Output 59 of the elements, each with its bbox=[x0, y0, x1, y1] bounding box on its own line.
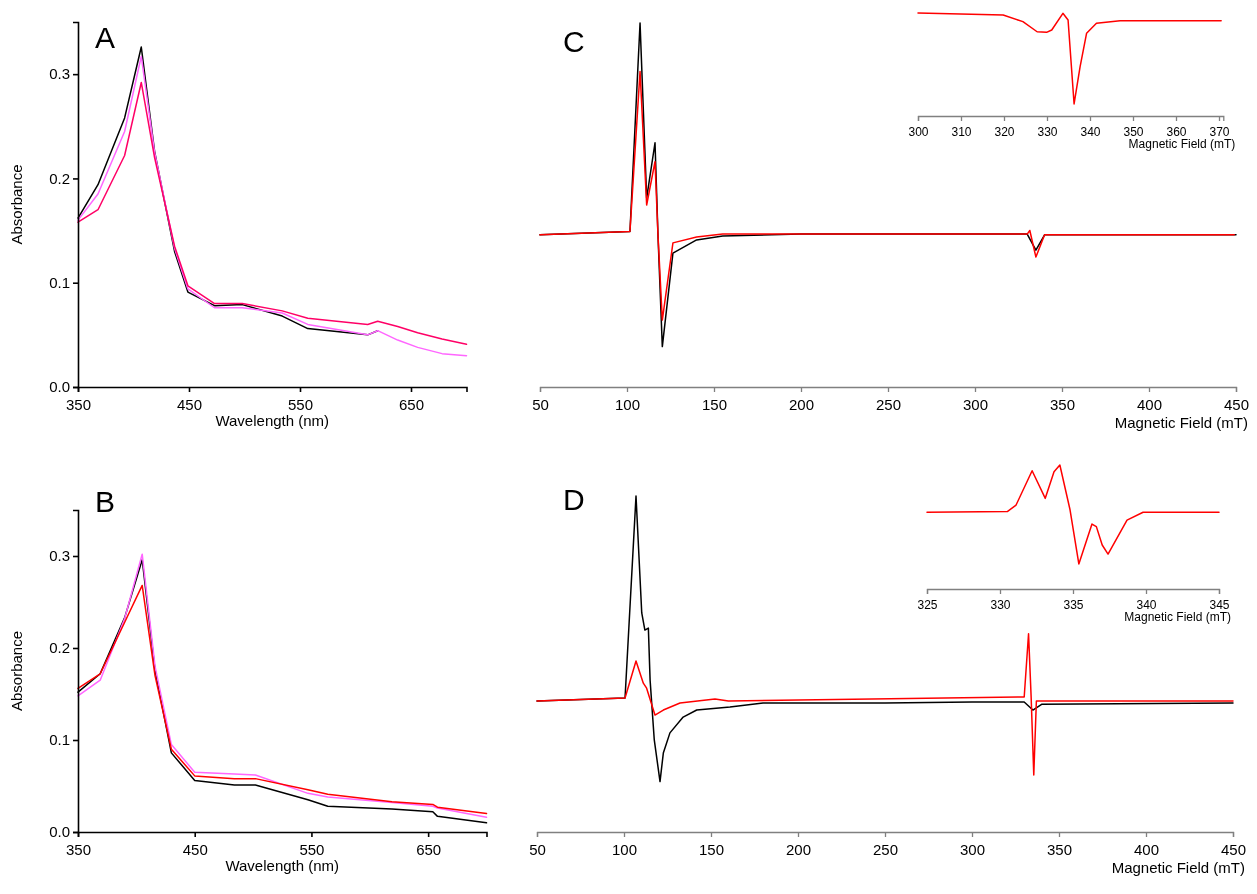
x-tick-label: 650 bbox=[416, 841, 442, 858]
x-axis-title: Magnetic Field (mT) bbox=[1128, 137, 1236, 152]
x-axis-title: Wavelength (nm) bbox=[215, 412, 330, 429]
y-axis-title: Absorbance bbox=[8, 630, 25, 712]
x-tick-label: 340 bbox=[1080, 125, 1101, 139]
chart-title: C bbox=[563, 25, 585, 58]
x-tick-label: 50 bbox=[529, 841, 546, 858]
x-tick-label: 450 bbox=[182, 841, 208, 858]
x-axis-title: Magnetic Field (mT) bbox=[1114, 413, 1248, 431]
x-tick-label: 325 bbox=[917, 598, 938, 612]
y-tick-label: 0.2 bbox=[49, 639, 70, 657]
x-tick-label: 350 bbox=[1046, 841, 1073, 858]
y-tick-label: 0.2 bbox=[49, 169, 70, 187]
y-axis-title: Absorbance bbox=[8, 164, 25, 245]
x-tick-label: 450 bbox=[176, 396, 203, 413]
x-tick-label: 250 bbox=[872, 841, 899, 858]
x-tick-label: 300 bbox=[962, 396, 989, 413]
y-tick-label: 0.0 bbox=[49, 378, 70, 396]
x-tick-label: 100 bbox=[614, 396, 641, 413]
x-tick-label: 330 bbox=[990, 598, 1011, 612]
x-tick-label: 200 bbox=[788, 396, 815, 413]
x-tick-label: 400 bbox=[1133, 841, 1160, 858]
x-tick-label: 350 bbox=[65, 841, 92, 858]
chart-title: B bbox=[95, 485, 116, 518]
x-tick-label: 400 bbox=[1136, 396, 1163, 413]
x-tick-label: 335 bbox=[1063, 598, 1084, 612]
x-tick-label: 330 bbox=[1037, 125, 1058, 139]
x-tick-label: 150 bbox=[698, 841, 725, 858]
x-axis-title: Magnetic Field (mT) bbox=[1111, 858, 1245, 876]
x-tick-label: 310 bbox=[951, 125, 972, 139]
x-tick-label: 350 bbox=[65, 396, 92, 413]
x-axis-title: Wavelength (nm) bbox=[225, 857, 340, 874]
x-tick-label: 350 bbox=[1049, 396, 1076, 413]
x-tick-label: 550 bbox=[299, 841, 325, 858]
x-tick-label: 450 bbox=[1220, 841, 1247, 858]
chart-title: D bbox=[563, 483, 585, 516]
x-tick-label: 350 bbox=[1123, 125, 1144, 139]
y-tick-label: 0.1 bbox=[49, 731, 70, 749]
chart-title: A bbox=[95, 21, 116, 54]
x-tick-label: 650 bbox=[398, 396, 425, 413]
x-tick-label: 360 bbox=[1166, 125, 1187, 139]
x-tick-label: 450 bbox=[1223, 396, 1250, 413]
y-tick-label: 0.3 bbox=[49, 547, 70, 565]
x-tick-label: 370 bbox=[1209, 125, 1230, 139]
x-tick-label: 100 bbox=[611, 841, 638, 858]
x-tick-label: 345 bbox=[1209, 598, 1230, 612]
x-tick-label: 300 bbox=[908, 125, 929, 139]
x-tick-label: 300 bbox=[959, 841, 986, 858]
x-tick-label: 320 bbox=[994, 125, 1015, 139]
x-tick-label: 550 bbox=[287, 396, 314, 413]
x-tick-label: 50 bbox=[532, 396, 549, 413]
y-tick-label: 0.0 bbox=[49, 823, 70, 841]
x-axis-title: Magnetic Field (mT) bbox=[1124, 610, 1231, 625]
x-tick-label: 200 bbox=[785, 841, 812, 858]
y-tick-label: 0.3 bbox=[49, 65, 70, 83]
x-tick-label: 340 bbox=[1136, 598, 1157, 612]
x-tick-label: 150 bbox=[701, 396, 728, 413]
y-tick-label: 0.1 bbox=[49, 274, 70, 292]
x-tick-label: 250 bbox=[875, 396, 902, 413]
